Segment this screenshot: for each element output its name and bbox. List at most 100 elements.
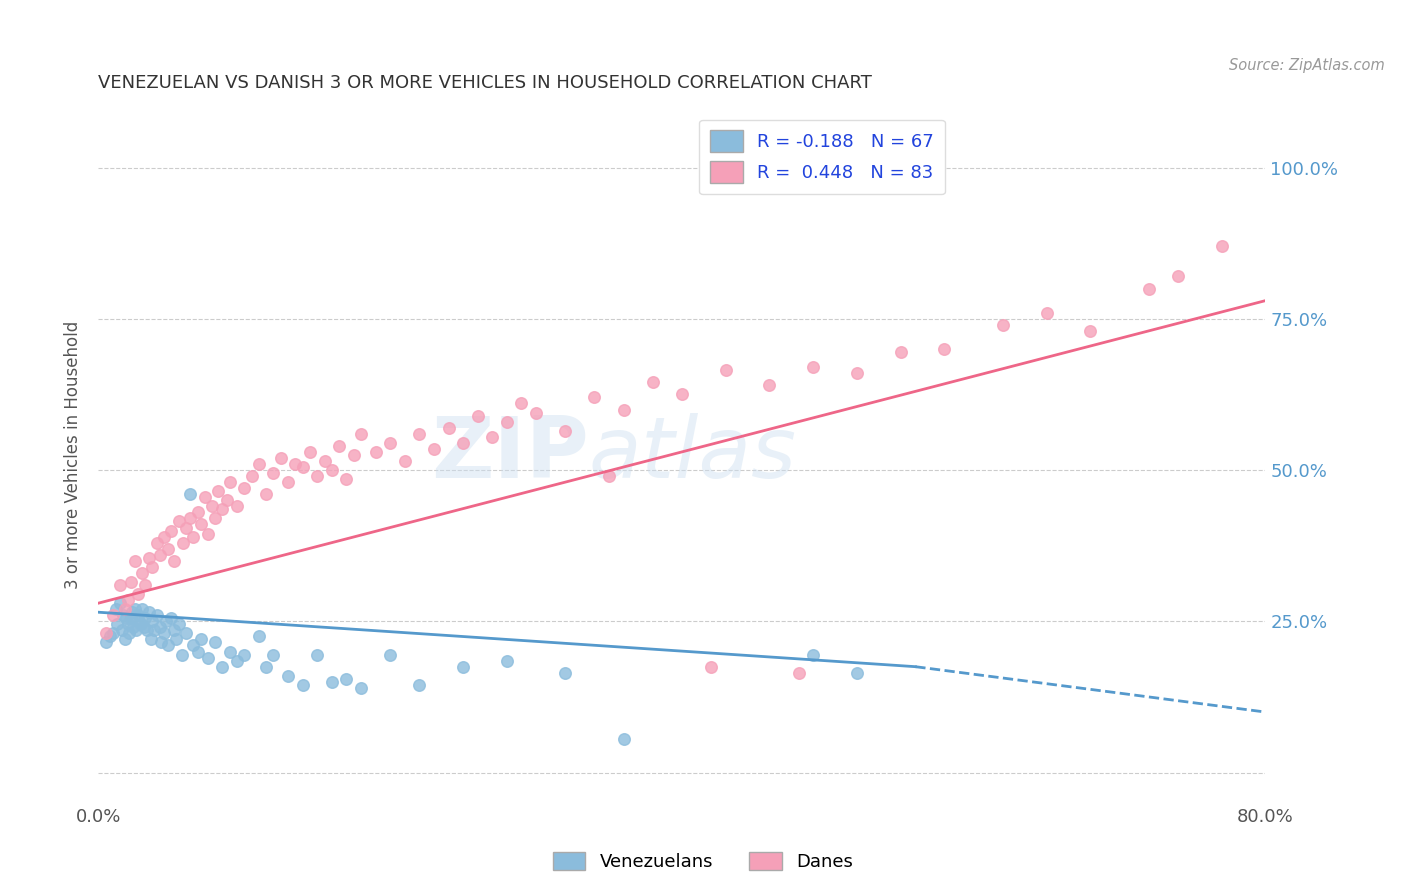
Point (335, 672, 357, 686)
Point (131, 602, 153, 616)
Point (187, 505, 209, 519)
Point (141, 559, 163, 574)
Text: Source: ZipAtlas.com: Source: ZipAtlas.com (1229, 58, 1385, 73)
Point (394, 454, 416, 468)
Point (291, 678, 314, 692)
Point (262, 466, 284, 480)
Point (364, 445, 387, 459)
Point (197, 526, 219, 541)
Point (321, 463, 343, 477)
Y-axis label: 3 or more Vehicles in Household: 3 or more Vehicles in Household (65, 321, 83, 589)
Point (105, 617, 128, 632)
Point (211, 502, 233, 516)
Point (846, 366, 869, 380)
Point (139, 632, 162, 647)
Point (174, 520, 197, 534)
Point (98, 629, 121, 643)
Point (408, 678, 430, 692)
Point (1080, 324, 1102, 338)
Point (934, 342, 956, 356)
Point (114, 602, 136, 616)
Point (350, 426, 373, 441)
Point (350, 681, 373, 695)
Point (153, 530, 176, 544)
Point (165, 632, 187, 647)
Point (451, 435, 474, 450)
Point (437, 420, 460, 434)
Point (277, 475, 299, 490)
Point (160, 611, 183, 625)
Point (714, 363, 737, 377)
Point (118, 626, 141, 640)
Point (307, 469, 329, 483)
Point (187, 644, 209, 658)
Point (134, 611, 156, 625)
Point (451, 659, 474, 673)
Point (612, 402, 634, 417)
Point (787, 665, 810, 680)
Point (115, 611, 138, 625)
Point (218, 475, 240, 490)
Point (94, 626, 117, 640)
Point (270, 450, 292, 465)
Point (131, 566, 153, 580)
Point (380, 648, 402, 662)
Point (134, 578, 156, 592)
Point (190, 632, 212, 647)
Point (262, 648, 284, 662)
Point (150, 635, 173, 649)
Text: atlas: atlas (589, 413, 797, 497)
Point (233, 648, 256, 662)
Point (111, 624, 134, 638)
Point (1035, 306, 1057, 320)
Legend: Venezuelans, Danes: Venezuelans, Danes (546, 845, 860, 879)
Point (343, 448, 366, 462)
Point (125, 624, 148, 638)
Point (423, 442, 446, 456)
Point (554, 424, 576, 438)
Point (408, 426, 430, 441)
Point (612, 732, 634, 747)
Point (120, 611, 142, 625)
Point (128, 615, 150, 629)
Point (163, 554, 186, 568)
Point (112, 608, 135, 623)
Point (226, 500, 249, 514)
Point (233, 481, 256, 495)
Point (380, 435, 402, 450)
Point (758, 378, 780, 392)
Point (328, 439, 350, 453)
Point (890, 345, 912, 359)
Point (254, 487, 277, 501)
Point (127, 587, 149, 601)
Point (1167, 269, 1189, 284)
Point (524, 406, 547, 420)
Point (991, 318, 1014, 332)
Point (101, 608, 124, 623)
Point (204, 511, 226, 525)
Point (110, 596, 132, 610)
Point (117, 617, 139, 632)
Point (496, 415, 519, 429)
Point (167, 515, 190, 529)
Point (201, 500, 224, 514)
Point (167, 617, 190, 632)
Point (671, 387, 693, 401)
Point (846, 665, 869, 680)
Point (163, 624, 186, 638)
Point (120, 574, 142, 589)
Point (149, 620, 172, 634)
Point (153, 626, 176, 640)
Point (146, 608, 169, 623)
Point (129, 617, 152, 632)
Point (174, 626, 197, 640)
Text: VENEZUELAN VS DANISH 3 OR MORE VEHICLES IN HOUSEHOLD CORRELATION CHART: VENEZUELAN VS DANISH 3 OR MORE VEHICLES … (98, 74, 872, 92)
Point (801, 648, 824, 662)
Point (197, 650, 219, 665)
Point (170, 648, 193, 662)
Legend: R = -0.188   N = 67, R =  0.448   N = 83: R = -0.188 N = 67, R = 0.448 N = 83 (699, 120, 945, 194)
Point (211, 659, 233, 673)
Point (181, 639, 204, 653)
Point (179, 511, 201, 525)
Point (124, 602, 146, 616)
